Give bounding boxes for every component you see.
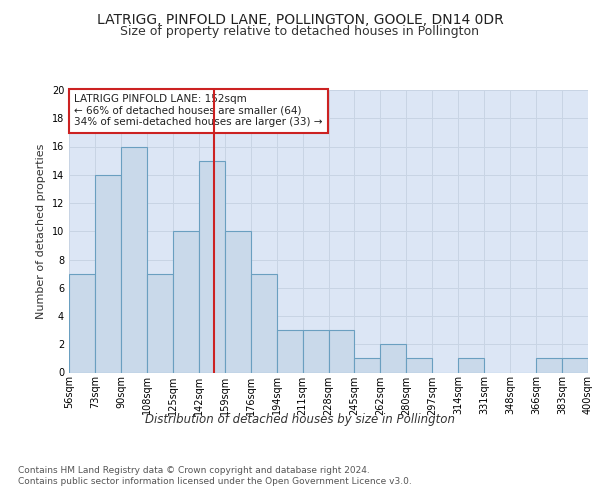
Bar — [95, 175, 121, 372]
Text: LATRIGG PINFOLD LANE: 152sqm
← 66% of detached houses are smaller (64)
34% of se: LATRIGG PINFOLD LANE: 152sqm ← 66% of de… — [74, 94, 323, 128]
Bar — [225, 231, 251, 372]
Bar — [458, 358, 484, 372]
Text: LATRIGG, PINFOLD LANE, POLLINGTON, GOOLE, DN14 0DR: LATRIGG, PINFOLD LANE, POLLINGTON, GOOLE… — [97, 12, 503, 26]
Bar — [562, 358, 588, 372]
Bar — [69, 274, 95, 372]
Bar — [355, 358, 380, 372]
Y-axis label: Number of detached properties: Number of detached properties — [36, 144, 46, 319]
Bar — [380, 344, 406, 372]
Bar — [329, 330, 355, 372]
Text: Distribution of detached houses by size in Pollington: Distribution of detached houses by size … — [145, 412, 455, 426]
Bar — [277, 330, 302, 372]
Text: Contains HM Land Registry data © Crown copyright and database right 2024.: Contains HM Land Registry data © Crown c… — [18, 466, 370, 475]
Text: Size of property relative to detached houses in Pollington: Size of property relative to detached ho… — [121, 25, 479, 38]
Bar — [536, 358, 562, 372]
Bar — [199, 160, 224, 372]
Bar — [121, 146, 147, 372]
Bar — [251, 274, 277, 372]
Text: Contains public sector information licensed under the Open Government Licence v3: Contains public sector information licen… — [18, 478, 412, 486]
Bar — [173, 231, 199, 372]
Bar — [147, 274, 173, 372]
Bar — [406, 358, 432, 372]
Bar — [302, 330, 329, 372]
